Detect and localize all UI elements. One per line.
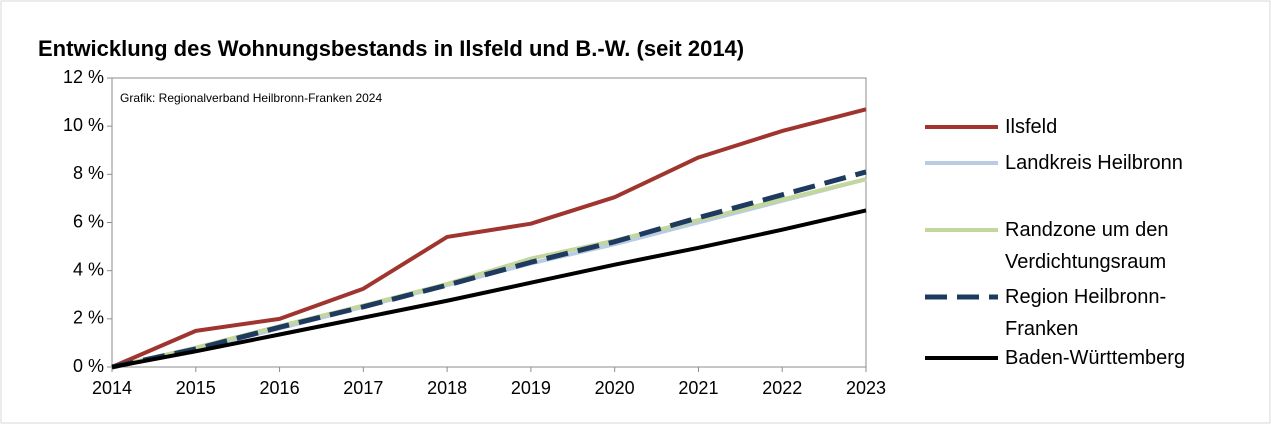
legend-label: Randzone um den Verdichtungsraum	[1005, 219, 1169, 273]
y-tick-label: 2 %	[73, 308, 104, 328]
x-tick-label: 2014	[92, 378, 132, 398]
legend-label: Landkreis Heilbronn	[1005, 152, 1183, 174]
legend-label: Baden-Württemberg	[1005, 347, 1186, 369]
series-line	[111, 169, 867, 370]
y-tick-label: 4 %	[73, 259, 104, 279]
legend-label: Region Heilbronn-Franken	[1005, 286, 1167, 340]
x-tick-label: 2016	[260, 378, 300, 398]
x-tick-label: 2022	[762, 378, 802, 398]
annotation: Grafik: Regionalverband Heilbronn-Franke…	[120, 91, 382, 105]
x-tick-label: 2017	[343, 378, 383, 398]
y-tick-label: 12 %	[63, 67, 104, 87]
x-tick-label: 2019	[511, 378, 551, 398]
x-tick-label: 2018	[427, 378, 467, 398]
legend-label: Ilsfeld	[1005, 116, 1058, 138]
y-tick-label: 8 %	[73, 163, 104, 183]
y-tick-label: 10 %	[63, 115, 104, 135]
series-line	[111, 107, 867, 369]
x-tick-label: 2015	[176, 378, 216, 398]
x-tick-label: 2020	[595, 378, 635, 398]
x-tick-label: 2023	[846, 378, 886, 398]
y-tick-label: 6 %	[73, 211, 104, 231]
chart-title: Entwicklung des Wohnungsbestands in Ilsf…	[38, 36, 744, 61]
x-tick-label: 2021	[678, 378, 718, 398]
y-tick-label: 0 %	[73, 356, 104, 376]
series-line	[111, 208, 867, 369]
